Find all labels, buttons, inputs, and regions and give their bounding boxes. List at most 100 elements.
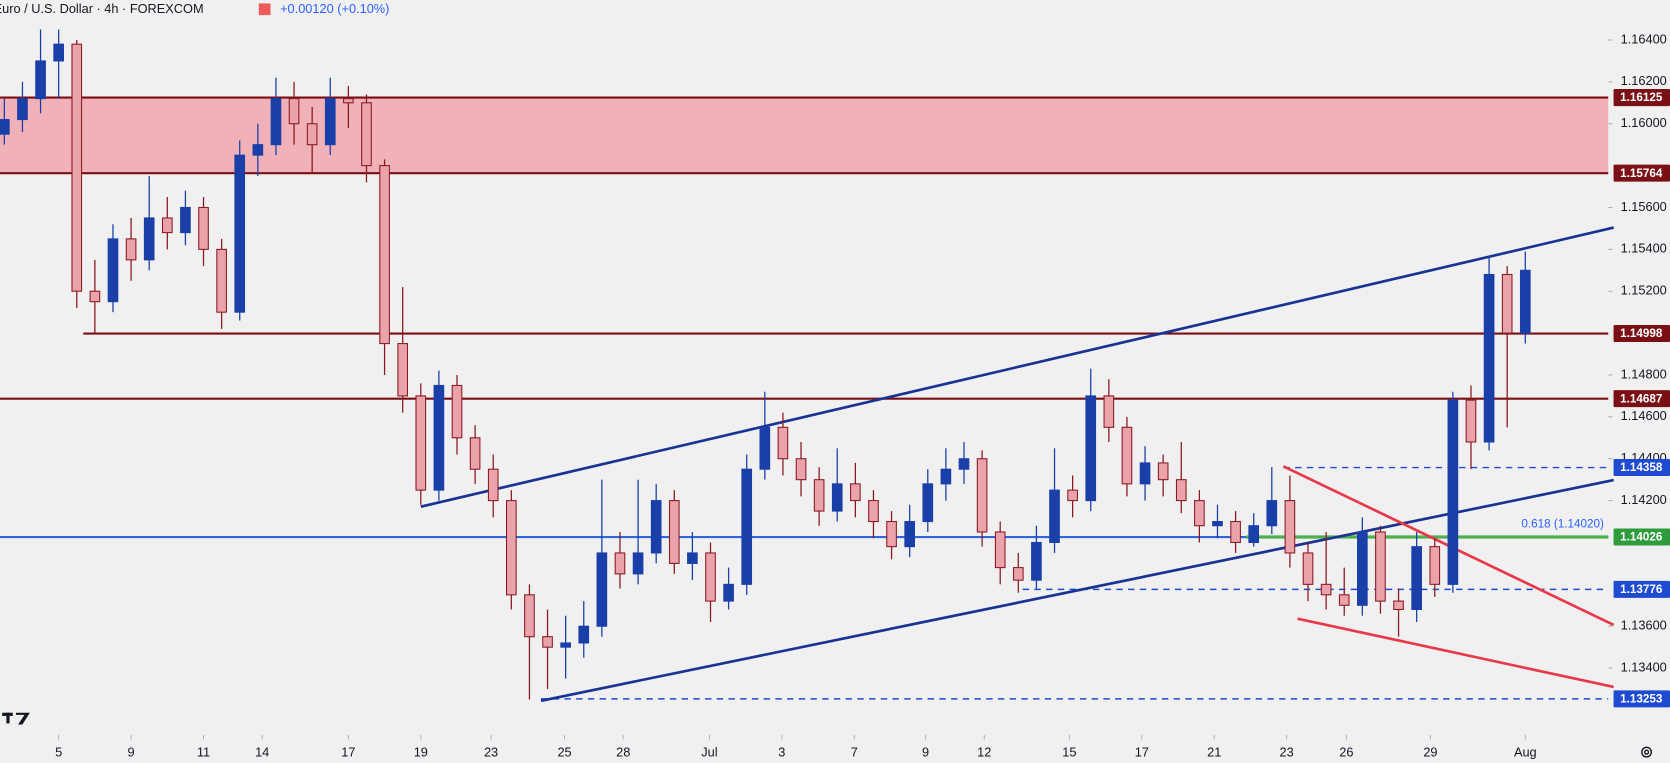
level-badge-label: 1.15764 [1620, 167, 1663, 180]
candle-body [1338, 594, 1350, 606]
candle-body [596, 552, 608, 627]
y-tick-label: 1.14200 [1621, 492, 1667, 507]
candle-body [542, 636, 553, 648]
candle-body [469, 437, 481, 470]
candle-body [1302, 552, 1314, 585]
candle-body [1375, 531, 1386, 602]
candle-body [487, 468, 499, 502]
candle-body [1519, 269, 1531, 334]
x-tick-label: 29 [1423, 745, 1437, 760]
candle-body [994, 531, 1006, 569]
candle-body [813, 479, 825, 512]
candle-body [1103, 395, 1115, 428]
y-tick-label: 1.16200 [1621, 73, 1667, 88]
candle-body [125, 238, 137, 261]
x-tick-label: 19 [414, 745, 428, 760]
candle-body [795, 458, 807, 481]
candle-body [705, 552, 716, 602]
y-tick-label: 1.16400 [1621, 31, 1667, 46]
level-badge [1613, 690, 1670, 708]
candle-body [0, 119, 10, 135]
x-tick-label: Aug [1514, 745, 1537, 760]
status-icon [258, 3, 271, 16]
x-tick-label: 5 [55, 745, 62, 760]
logo [2, 712, 30, 725]
level-badge [1613, 89, 1670, 107]
candle-body [1012, 567, 1024, 581]
candle-body [252, 144, 264, 156]
candle-body [741, 468, 753, 585]
candle-body [71, 43, 83, 292]
candle-body [1447, 399, 1459, 585]
candle-body [1248, 525, 1260, 544]
fib-label: 0.618 (1.14020) [1521, 517, 1604, 530]
level-badge [1613, 164, 1670, 182]
candle-body [53, 43, 64, 62]
candle-body [1031, 541, 1042, 581]
candle-body [361, 102, 372, 167]
candle-body [397, 343, 409, 397]
level-badge-label: 1.16125 [1620, 91, 1663, 104]
x-tick-label: Jul [701, 745, 717, 760]
x-tick-label: 11 [197, 745, 210, 760]
candle-body [886, 521, 897, 548]
x-tick-label: 7 [851, 745, 858, 760]
candle-body [35, 60, 46, 100]
candle-body [198, 206, 209, 250]
candle-body [324, 98, 336, 146]
candle-body [831, 483, 843, 512]
trendline [1297, 617, 1614, 689]
y-tick-label: 1.15200 [1621, 283, 1667, 298]
level-badge-label: 1.13253 [1620, 693, 1663, 706]
level-badge-label: 1.14358 [1620, 461, 1663, 474]
candle-body [650, 500, 662, 554]
x-tick-label: 23 [1280, 745, 1294, 760]
settings-icon[interactable] [1641, 746, 1653, 758]
x-tick-label: 9 [922, 745, 929, 760]
candle-body [1465, 399, 1477, 443]
level-badge [1613, 459, 1670, 477]
candle-body [161, 217, 173, 234]
candle-body [234, 154, 246, 313]
candle-body [668, 500, 680, 564]
candle-body [922, 483, 934, 523]
candle-body [578, 625, 590, 644]
x-tick-label: 26 [1339, 745, 1353, 760]
candle-body [1230, 521, 1241, 544]
resistance-zone [0, 97, 1609, 174]
candle-body [1085, 395, 1097, 502]
candle-body [904, 521, 916, 548]
candle-body [1411, 546, 1422, 611]
candle-body [723, 583, 734, 602]
candle-body [1049, 489, 1060, 544]
candle-body [777, 426, 789, 460]
y-tick-label: 1.16000 [1621, 115, 1667, 130]
x-tick-label: 15 [1062, 745, 1076, 760]
candle-body [1175, 479, 1187, 502]
candle-body [216, 248, 227, 313]
y-tick-label: 1.13400 [1621, 659, 1667, 674]
candle-body [1212, 521, 1223, 527]
x-tick-label: 14 [255, 745, 269, 760]
candle-body [433, 384, 445, 491]
candle-body [451, 384, 463, 439]
x-tick-label: 17 [1135, 745, 1149, 760]
candle-body [759, 426, 771, 470]
candle-body [288, 98, 300, 125]
candle-body [632, 552, 644, 575]
candle-body [1320, 583, 1332, 596]
y-tick-label: 1.13600 [1621, 618, 1667, 633]
candle-body [1157, 462, 1169, 481]
chart-title: Euro / U.S. Dollar · 4h · FOREXCOM [0, 1, 204, 16]
level-badge [1613, 580, 1670, 598]
x-tick-label: 21 [1207, 745, 1221, 760]
candle-body [180, 206, 191, 234]
candle-body [415, 395, 427, 491]
candle-body [379, 165, 390, 345]
candle-body [1139, 462, 1151, 485]
level-badge [1613, 325, 1670, 343]
candles-layer [0, 29, 1531, 700]
level-badge-label: 1.14026 [1620, 531, 1663, 544]
candle-body [143, 217, 155, 261]
